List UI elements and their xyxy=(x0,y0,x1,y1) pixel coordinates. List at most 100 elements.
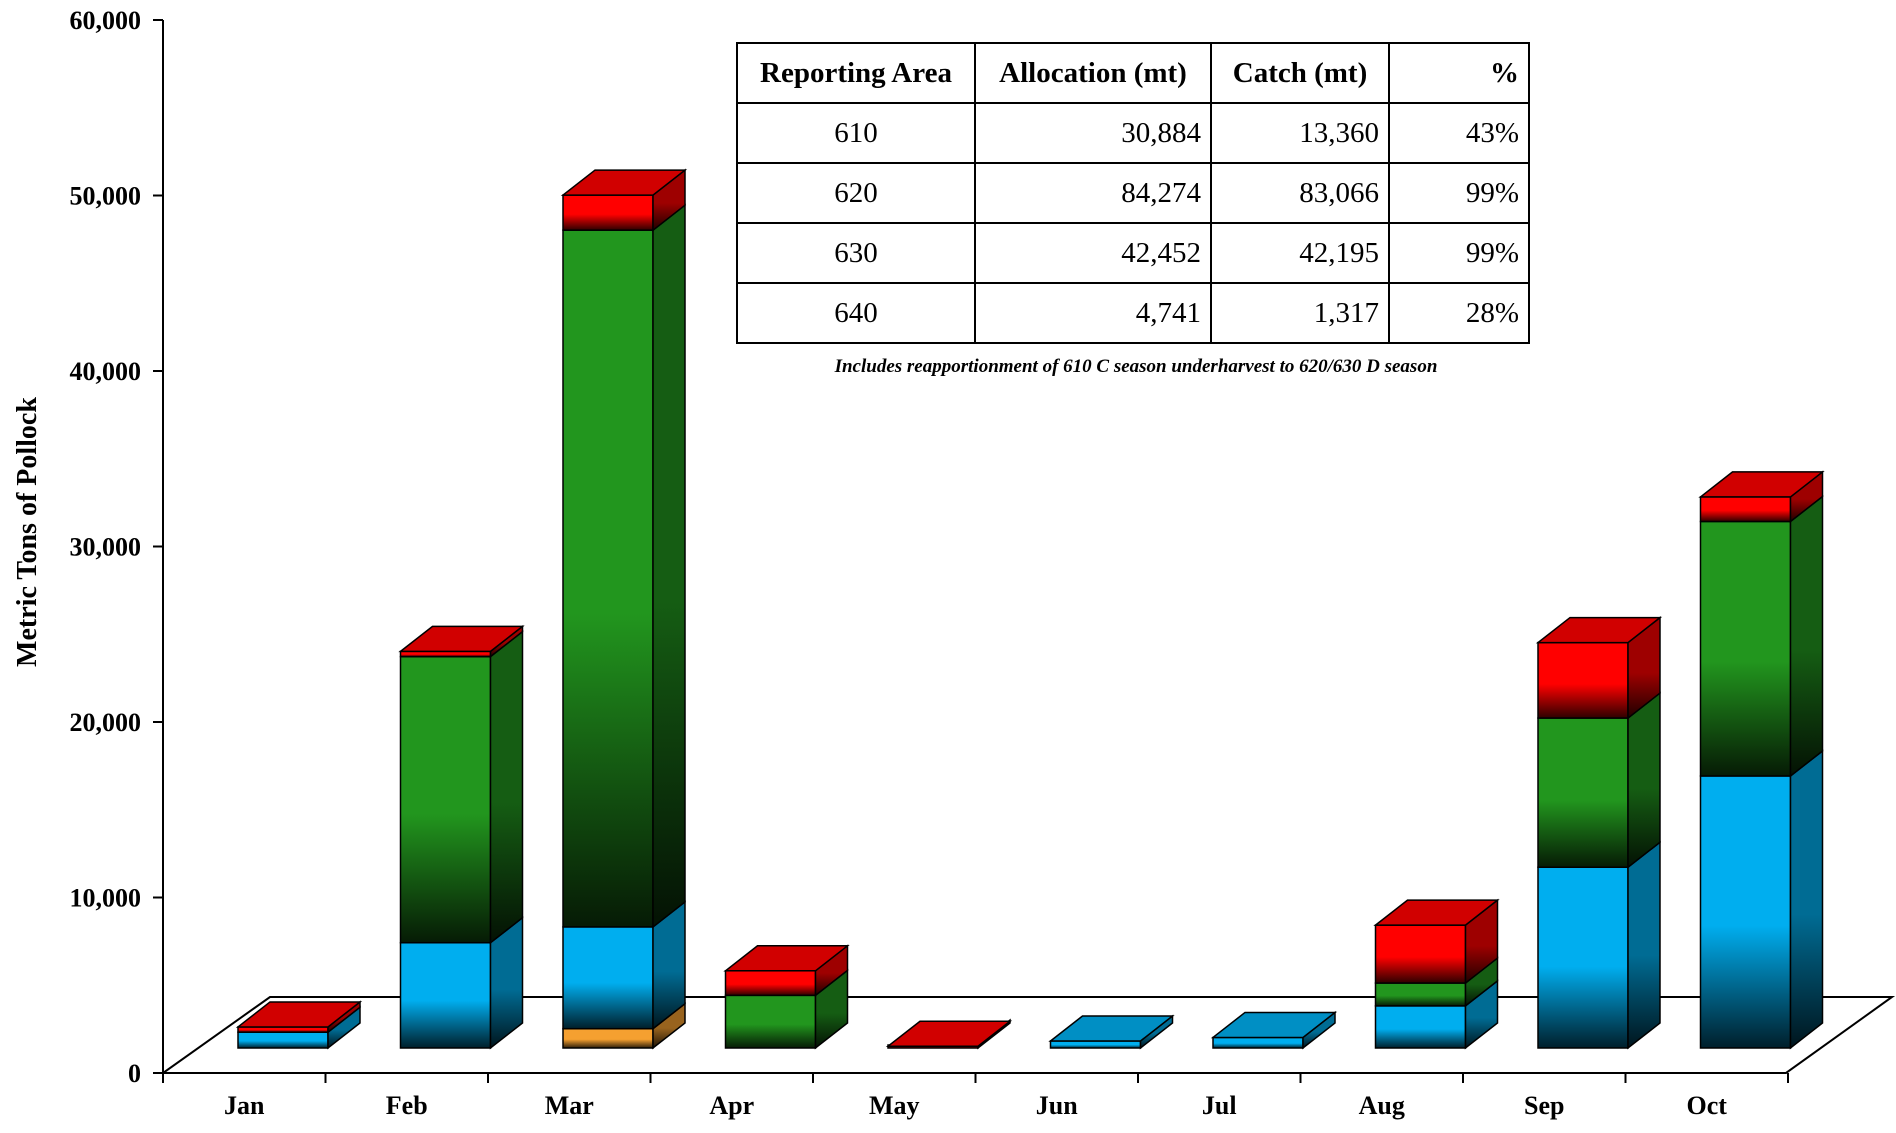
bar-oct xyxy=(1698,470,1825,1050)
y-tick-label: 20,000 xyxy=(70,708,142,737)
bar-front xyxy=(1537,866,1629,1049)
x-tick-label: Jun xyxy=(1036,1091,1078,1120)
bar-front xyxy=(1699,496,1792,523)
bar-segment xyxy=(237,1005,361,1050)
bar-top xyxy=(723,945,850,972)
x-tick-label: Jan xyxy=(224,1091,265,1120)
y-tick-label: 40,000 xyxy=(70,357,142,386)
bar-apr xyxy=(723,944,850,1050)
bar-segment xyxy=(1699,749,1824,1050)
table-footnote: Includes reapportionment of 610 C season… xyxy=(834,356,1438,377)
bar-top xyxy=(1698,471,1825,498)
table-row: 620 84,274 83,066 99% xyxy=(736,162,1530,224)
header-allocation: Allocation (mt) xyxy=(974,42,1212,104)
cell-catch: 13,360 xyxy=(1210,102,1390,164)
y-tick-label: 0 xyxy=(128,1059,141,1088)
cell-allocation: 30,884 xyxy=(974,102,1212,164)
bar-top xyxy=(398,625,525,653)
bar-front xyxy=(399,941,492,1049)
cell-allocation: 4,741 xyxy=(974,282,1212,344)
bar-aug xyxy=(1373,898,1500,1050)
y-tick-label: 30,000 xyxy=(70,533,142,562)
bar-feb xyxy=(398,624,525,1050)
bar-top xyxy=(1048,1015,1175,1042)
table-header-row: Reporting Area Allocation (mt) Catch (mt… xyxy=(736,42,1530,104)
cell-catch: 83,066 xyxy=(1210,162,1390,224)
bar-front xyxy=(237,1026,329,1033)
bar-front xyxy=(1374,924,1467,984)
bar-front xyxy=(237,1031,329,1049)
bar-segment xyxy=(1699,470,1824,524)
chart-bars xyxy=(235,168,1825,1050)
bar-segment xyxy=(1537,691,1661,869)
table-row: 640 4,741 1,317 28% xyxy=(736,282,1530,344)
table-row: 630 42,452 42,195 99% xyxy=(736,222,1530,284)
cell-area: 620 xyxy=(736,162,976,224)
bar-segment xyxy=(1374,979,1499,1050)
cell-area: 630 xyxy=(736,222,976,284)
bar-top xyxy=(1535,616,1663,644)
bar-segment xyxy=(562,900,686,1031)
bar-jun xyxy=(1048,1014,1175,1050)
bar-top xyxy=(1210,1011,1338,1039)
bar-side xyxy=(489,630,524,945)
y-tick-label: 10,000 xyxy=(70,884,142,913)
reporting-area-table: Reporting Area Allocation (mt) Catch (mt… xyxy=(736,42,1530,344)
bar-jul xyxy=(1210,1010,1338,1050)
bar-front xyxy=(1374,982,1467,1007)
bar-segment xyxy=(1537,616,1661,720)
bar-side xyxy=(1789,749,1824,1050)
bar-may xyxy=(885,1018,1013,1050)
bar-sep xyxy=(1535,616,1663,1050)
cell-percent: 99% xyxy=(1388,222,1530,284)
bar-top xyxy=(1373,899,1500,926)
bar-segment xyxy=(399,630,524,945)
bar-segment xyxy=(562,1002,686,1050)
x-tick-label: Mar xyxy=(545,1091,594,1120)
bar-top xyxy=(560,169,688,196)
bar-side xyxy=(1789,494,1824,778)
bar-mar xyxy=(560,168,688,1050)
bar-side xyxy=(652,203,686,929)
bar-front xyxy=(724,994,817,1049)
cell-percent: 28% xyxy=(1388,282,1530,344)
bar-front xyxy=(1537,717,1629,868)
bar-segment xyxy=(1537,840,1661,1050)
bar-segment xyxy=(562,168,686,232)
bar-front xyxy=(1699,520,1792,777)
bar-segment xyxy=(1374,956,1499,1008)
bar-front xyxy=(562,926,654,1030)
x-tick-label: Sep xyxy=(1524,1091,1564,1120)
x-tick-label: Apr xyxy=(709,1091,754,1120)
cell-allocation: 42,452 xyxy=(974,222,1212,284)
cell-allocation: 84,274 xyxy=(974,162,1212,224)
x-tick-label: Jul xyxy=(1202,1091,1237,1120)
bar-front xyxy=(399,650,492,658)
bar-segment xyxy=(1699,494,1824,778)
bar-front xyxy=(562,194,654,231)
cell-catch: 1,317 xyxy=(1210,282,1390,344)
table-row: 610 30,884 13,360 43% xyxy=(736,102,1530,164)
x-tick-label: May xyxy=(869,1091,920,1120)
x-axis-tick-labels: Jan Feb Mar Apr May Jun Jul Aug Sep Oct xyxy=(224,1091,1727,1120)
bar-front xyxy=(562,229,654,928)
x-tick-label: Oct xyxy=(1687,1091,1728,1120)
cell-area: 610 xyxy=(736,102,976,164)
bar-top xyxy=(235,1001,363,1028)
y-axis-tick-labels: 0 10,000 20,000 30,000 40,000 50,000 60,000 xyxy=(70,6,142,1088)
cell-percent: 99% xyxy=(1388,162,1530,224)
header-percent: % xyxy=(1388,42,1530,104)
bar-front xyxy=(724,970,817,997)
bar-segment xyxy=(724,968,849,1050)
bar-jan xyxy=(235,1000,363,1050)
bar-front xyxy=(1374,1005,1467,1049)
bar-front xyxy=(1049,1040,1142,1049)
bar-front xyxy=(562,1027,654,1049)
y-axis-label: Metric Tons of Pollock xyxy=(12,397,43,667)
bar-side xyxy=(1627,840,1661,1050)
cell-catch: 42,195 xyxy=(1210,222,1390,284)
x-tick-label: Aug xyxy=(1359,1091,1405,1120)
header-catch: Catch (mt) xyxy=(1210,42,1390,104)
bar-front xyxy=(1699,775,1792,1049)
